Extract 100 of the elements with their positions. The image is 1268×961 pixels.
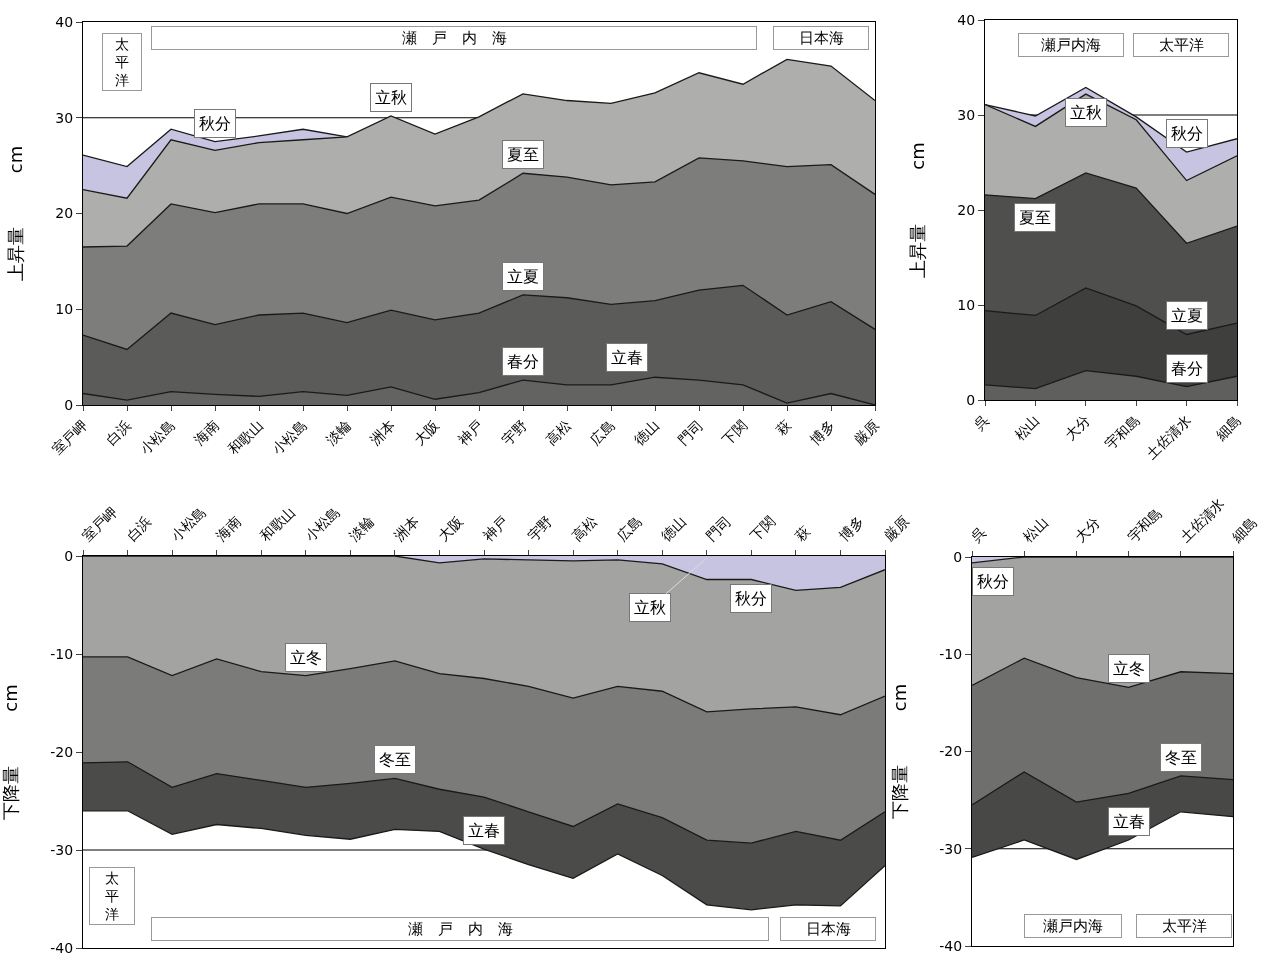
x-tick-label: 淡輪	[346, 513, 378, 545]
series-label: 立春	[1113, 812, 1145, 831]
y-tick-label: -10	[50, 645, 74, 662]
y-axis-title: 上昇量 cm	[906, 142, 928, 278]
y-tick-label: 0	[64, 547, 74, 564]
x-tick-label: 大阪	[410, 416, 443, 448]
y-tick-label: -40	[50, 939, 74, 956]
y-tick-label: 30	[55, 109, 74, 126]
x-tick-label: 小松島	[167, 503, 209, 545]
x-tick-label: 小松島	[301, 503, 343, 545]
y-tick-label: 20	[957, 201, 976, 218]
y-tick-label: 30	[957, 106, 976, 123]
x-tick-label: 厳原	[850, 416, 883, 448]
x-tick-label: 宇和島	[1102, 411, 1144, 453]
x-tick-label: 海南	[190, 416, 223, 448]
x-tick-label: 徳山	[657, 513, 690, 545]
annotation: 太平洋	[1158, 36, 1204, 54]
annotation: 立秋	[634, 598, 666, 617]
x-tick-label: 大分	[1061, 411, 1093, 443]
series-label: 冬至	[379, 750, 411, 769]
x-tick-label: 門司	[674, 416, 707, 448]
y-axis-title: 下降量 cm	[888, 683, 910, 820]
x-tick-label: 厳原	[880, 513, 912, 545]
y-tick-label: -40	[939, 937, 963, 954]
y-tick-label: 0	[953, 548, 963, 565]
x-tick-label: 淡輪	[322, 416, 355, 448]
series-label: 夏至	[1019, 208, 1051, 227]
x-tick-label: 細島	[1228, 514, 1260, 547]
x-tick-label: 門司	[702, 513, 734, 545]
x-tick-label: 萩	[791, 523, 813, 545]
series-label: 夏至	[507, 145, 539, 164]
annotation: 瀬 戸 内 海	[407, 920, 513, 938]
y-tick-label: 0	[64, 396, 74, 413]
x-tick-label: 宇野	[524, 513, 556, 545]
y-tick-label: -20	[50, 743, 74, 760]
series-label: 春分	[507, 352, 539, 371]
x-tick-label: 徳山	[630, 416, 663, 448]
series-label: 春分	[1171, 359, 1203, 378]
x-tick-label: 室戸岬	[49, 416, 91, 458]
x-tick-label: 広島	[613, 513, 645, 545]
annotation: 太平洋	[115, 36, 129, 89]
series-label: 立秋	[1070, 103, 1102, 122]
y-tick-label: 20	[55, 205, 74, 222]
x-tick-label: 白浜	[123, 513, 155, 545]
annotation: 日本海	[798, 29, 844, 47]
x-tick-label: 和歌山	[225, 416, 267, 458]
x-tick-label: 呉	[970, 411, 993, 433]
y-tick-label: 10	[957, 296, 976, 313]
y-axis-title: 上昇量 cm	[4, 145, 26, 282]
x-tick-label: 大阪	[435, 513, 467, 545]
series-label: 立冬	[290, 648, 322, 667]
x-tick-label: 神戸	[454, 416, 487, 448]
x-tick-label: 高松	[568, 513, 600, 545]
x-tick-label: 洲本	[390, 513, 422, 545]
x-tick-label: 松山	[1019, 514, 1052, 546]
y-tick-label: -20	[939, 743, 963, 760]
annotation: 立春	[611, 348, 643, 367]
annotation: 瀬 戸 内 海	[401, 29, 507, 47]
y-tick-label: -10	[939, 646, 963, 663]
x-tick-label: 白浜	[102, 416, 135, 448]
y-tick-label: -30	[939, 840, 963, 857]
y-tick-label: 10	[55, 301, 74, 318]
annotation: 瀬戸内海	[1041, 36, 1101, 54]
series-label: 立夏	[507, 267, 539, 286]
x-tick-label: 萩	[772, 416, 795, 438]
series-label: 立春	[468, 821, 500, 840]
x-tick-label: 和歌山	[256, 503, 298, 545]
x-tick-label: 宇野	[498, 416, 531, 448]
series-label: 秋分	[1171, 124, 1203, 143]
annotation: 太平洋	[105, 870, 119, 923]
x-tick-label: 下関	[747, 513, 779, 545]
x-tick-label: 高松	[542, 416, 575, 448]
x-tick-label: 土佐清水	[1142, 411, 1194, 463]
x-tick-label: 土佐清水	[1176, 494, 1228, 546]
y-tick-label: -30	[50, 841, 74, 858]
x-tick-label: 広島	[586, 416, 619, 448]
annotation: 日本海	[805, 920, 851, 938]
series-label: 立秋	[375, 88, 407, 107]
y-tick-label: 40	[957, 11, 976, 28]
x-tick-label: 小松島	[269, 416, 311, 458]
series-label: 秋分	[199, 114, 231, 133]
annotation: 瀬戸内海	[1043, 917, 1103, 935]
x-tick-label: 室戸岬	[78, 503, 120, 545]
x-tick-label: 海南	[212, 513, 244, 545]
x-tick-label: 神戸	[479, 513, 511, 545]
x-tick-label: 小松島	[137, 416, 179, 458]
x-tick-label: 博多	[806, 416, 839, 448]
x-tick-label: 細島	[1212, 411, 1245, 444]
y-tick-label: 40	[55, 13, 74, 30]
x-tick-label: 洲本	[366, 416, 399, 448]
x-tick-label: 大分	[1072, 514, 1104, 546]
y-axis-title: 下降量 cm	[0, 684, 21, 820]
x-tick-label: 下関	[718, 416, 751, 448]
x-tick-label: 呉	[967, 524, 989, 546]
annotation: 太平洋	[1161, 917, 1207, 935]
series-label: 立夏	[1171, 306, 1203, 325]
x-tick-label: 松山	[1011, 411, 1043, 443]
x-tick-label: 宇和島	[1124, 504, 1166, 546]
series-label: 秋分	[735, 589, 767, 608]
series-label: 立冬	[1113, 659, 1145, 678]
